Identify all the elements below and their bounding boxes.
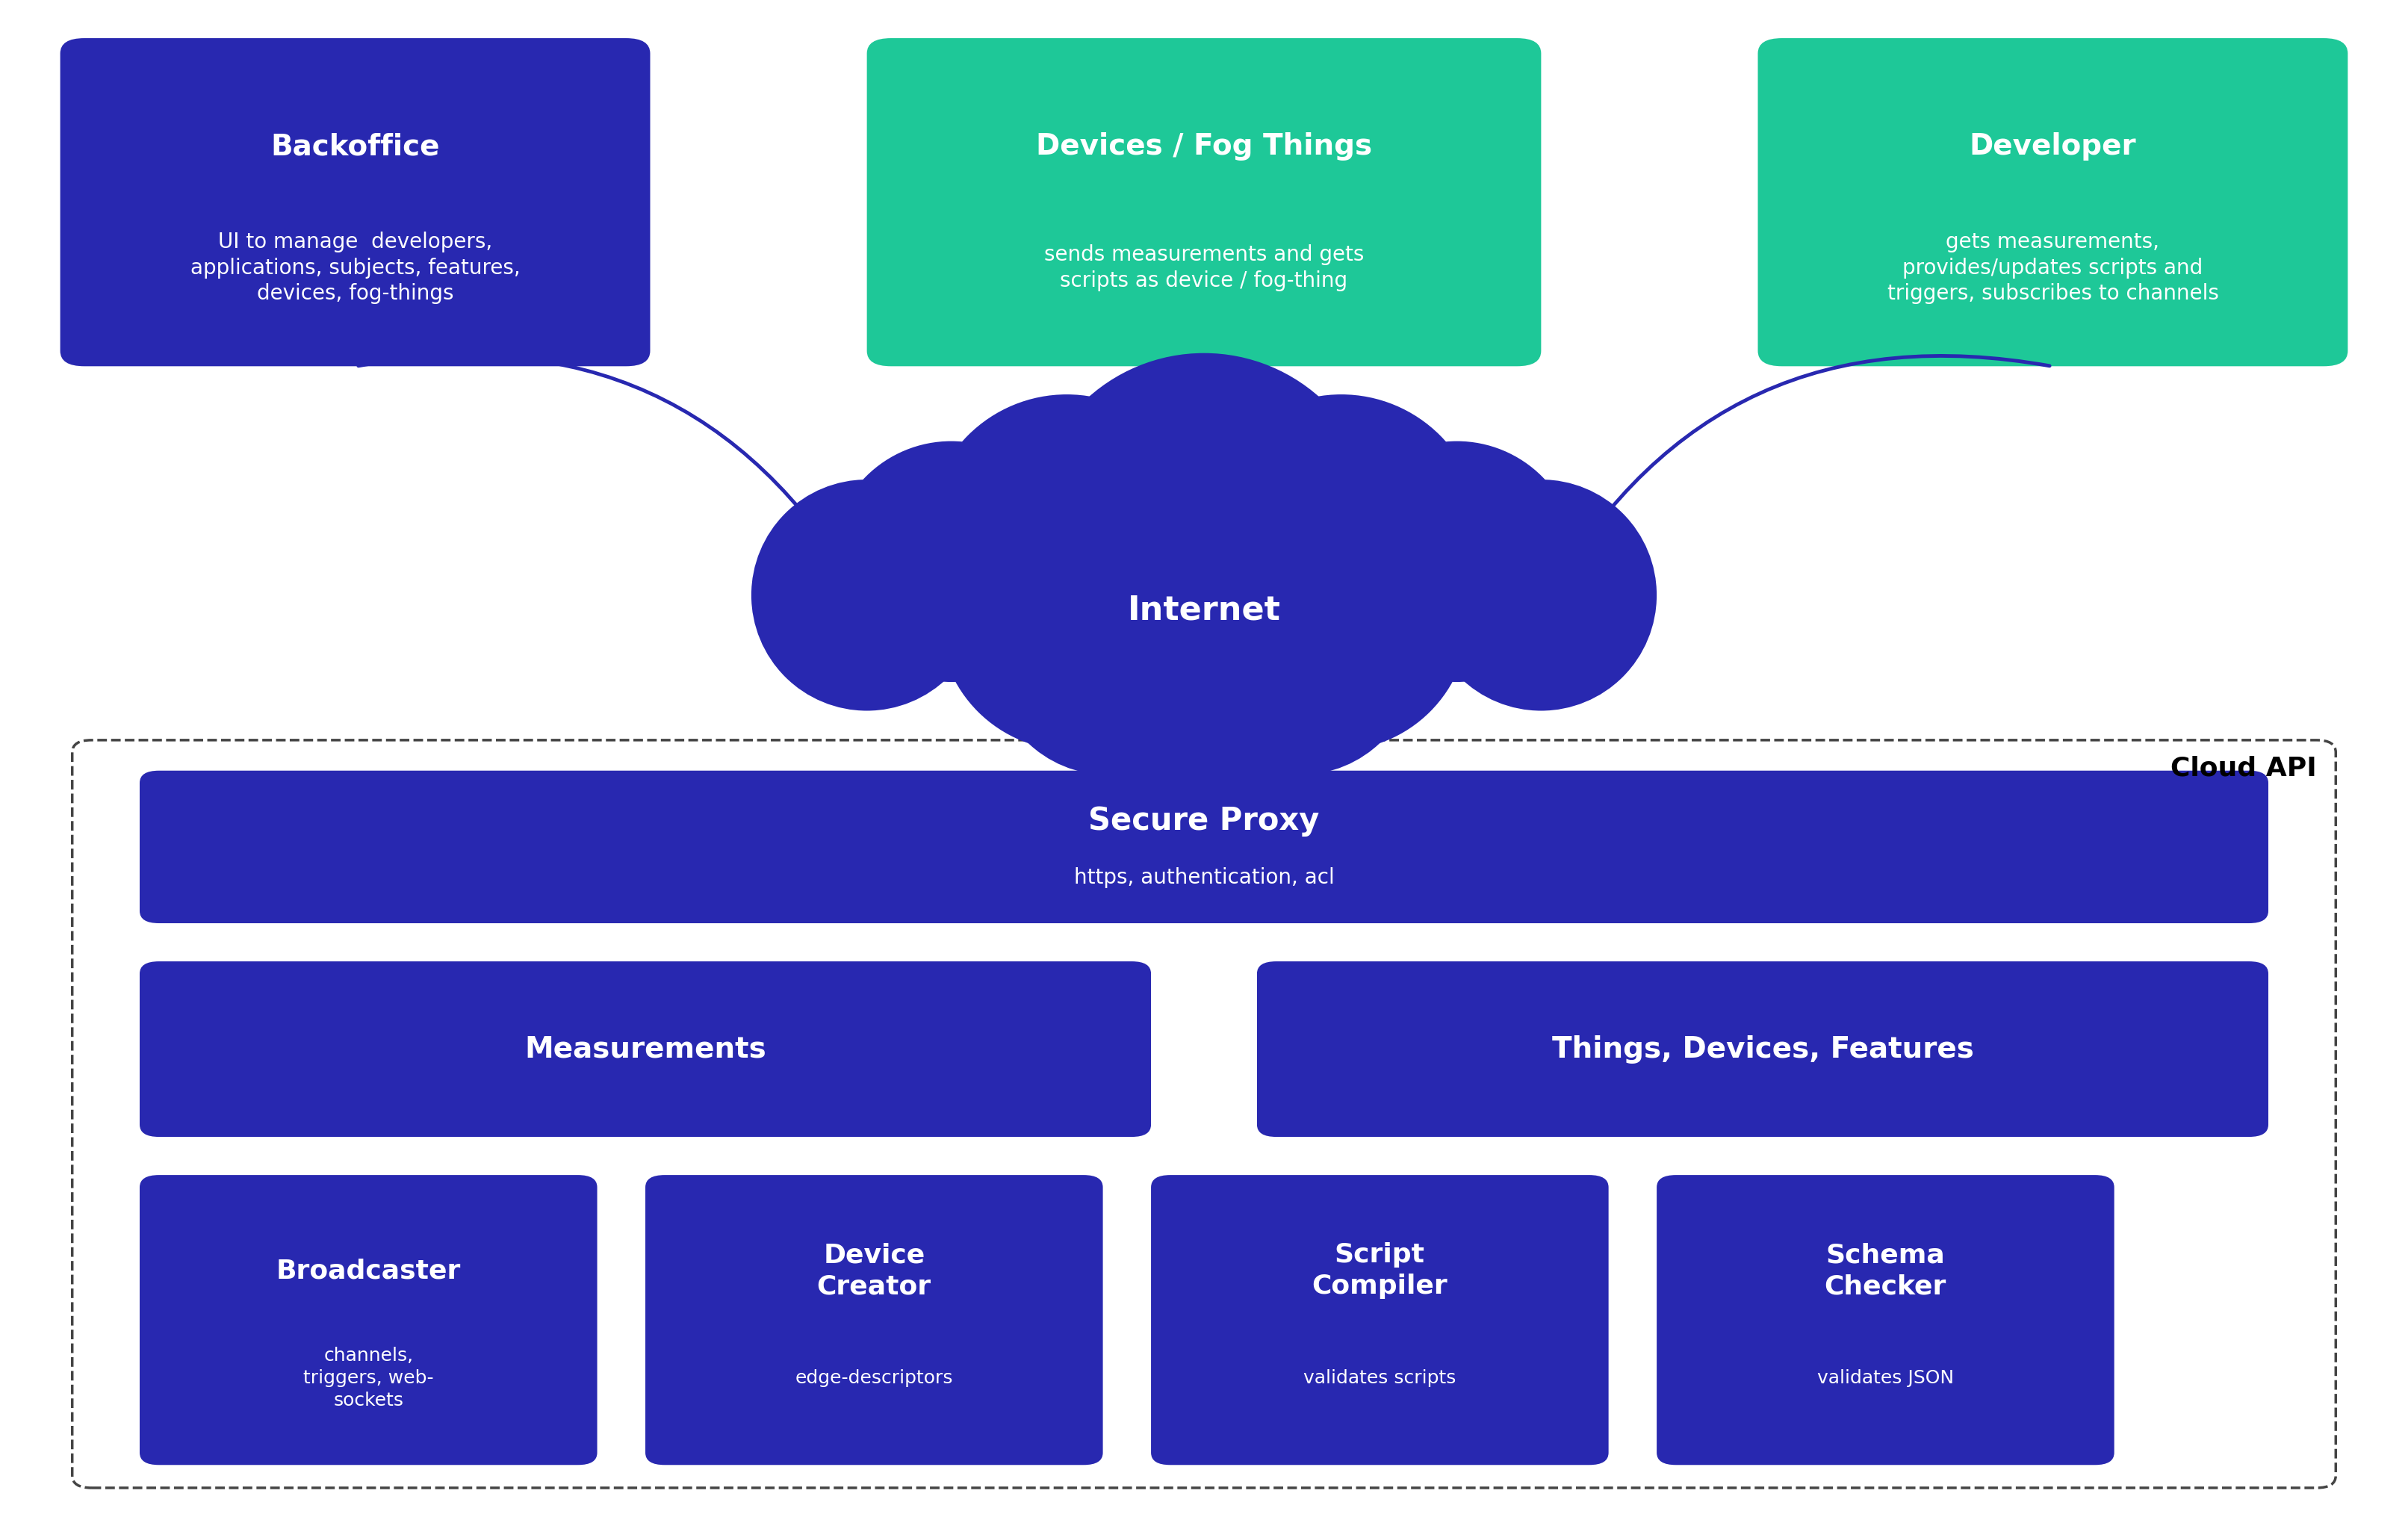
Text: Schema
Checker: Schema Checker — [1825, 1242, 1946, 1299]
Text: Measurements: Measurements — [525, 1035, 766, 1064]
FancyBboxPatch shape — [140, 961, 1151, 1137]
FancyBboxPatch shape — [60, 38, 650, 366]
Text: Cloud API: Cloud API — [2170, 755, 2316, 781]
Text: gets measurements,
provides/updates scripts and
triggers, subscribes to channels: gets measurements, provides/updates scri… — [1888, 232, 2218, 304]
Text: Internet: Internet — [1127, 594, 1281, 627]
Ellipse shape — [1064, 501, 1344, 781]
Text: Developer: Developer — [1970, 133, 2136, 160]
Text: Things, Devices, Features: Things, Devices, Features — [1551, 1035, 1975, 1064]
Ellipse shape — [1426, 479, 1657, 711]
Ellipse shape — [992, 543, 1223, 775]
Ellipse shape — [1040, 432, 1368, 758]
FancyBboxPatch shape — [645, 1175, 1103, 1465]
Ellipse shape — [1202, 394, 1481, 674]
Ellipse shape — [939, 485, 1204, 751]
Ellipse shape — [751, 479, 982, 711]
FancyBboxPatch shape — [1151, 1175, 1609, 1465]
Text: Broadcaster: Broadcaster — [277, 1257, 460, 1283]
Text: Backoffice: Backoffice — [270, 133, 441, 160]
FancyBboxPatch shape — [1657, 1175, 2114, 1465]
Ellipse shape — [927, 394, 1206, 674]
Ellipse shape — [1204, 485, 1469, 751]
Ellipse shape — [1088, 563, 1320, 795]
Text: UI to manage  developers,
applications, subjects, features,
devices, fog-things: UI to manage developers, applications, s… — [190, 232, 520, 304]
Text: Secure Proxy: Secure Proxy — [1088, 806, 1320, 836]
FancyBboxPatch shape — [1758, 38, 2348, 366]
FancyBboxPatch shape — [1257, 961, 2268, 1137]
Text: Script
Compiler: Script Compiler — [1312, 1242, 1447, 1299]
Text: validates JSON: validates JSON — [1818, 1369, 1953, 1387]
FancyBboxPatch shape — [867, 38, 1541, 366]
Ellipse shape — [1031, 353, 1377, 700]
Ellipse shape — [1185, 543, 1416, 775]
Text: validates scripts: validates scripts — [1303, 1369, 1457, 1387]
Ellipse shape — [831, 441, 1072, 682]
Text: edge-descriptors: edge-descriptors — [795, 1369, 954, 1387]
Text: sends measurements and gets
scripts as device / fog-thing: sends measurements and gets scripts as d… — [1045, 244, 1363, 291]
FancyBboxPatch shape — [140, 771, 2268, 923]
Text: https, authentication, acl: https, authentication, acl — [1074, 867, 1334, 888]
Text: channels,
triggers, web-
sockets: channels, triggers, web- sockets — [303, 1347, 433, 1408]
Text: Device
Creator: Device Creator — [816, 1242, 932, 1299]
FancyBboxPatch shape — [140, 1175, 597, 1465]
Text: Devices / Fog Things: Devices / Fog Things — [1035, 133, 1373, 160]
Ellipse shape — [1336, 441, 1577, 682]
